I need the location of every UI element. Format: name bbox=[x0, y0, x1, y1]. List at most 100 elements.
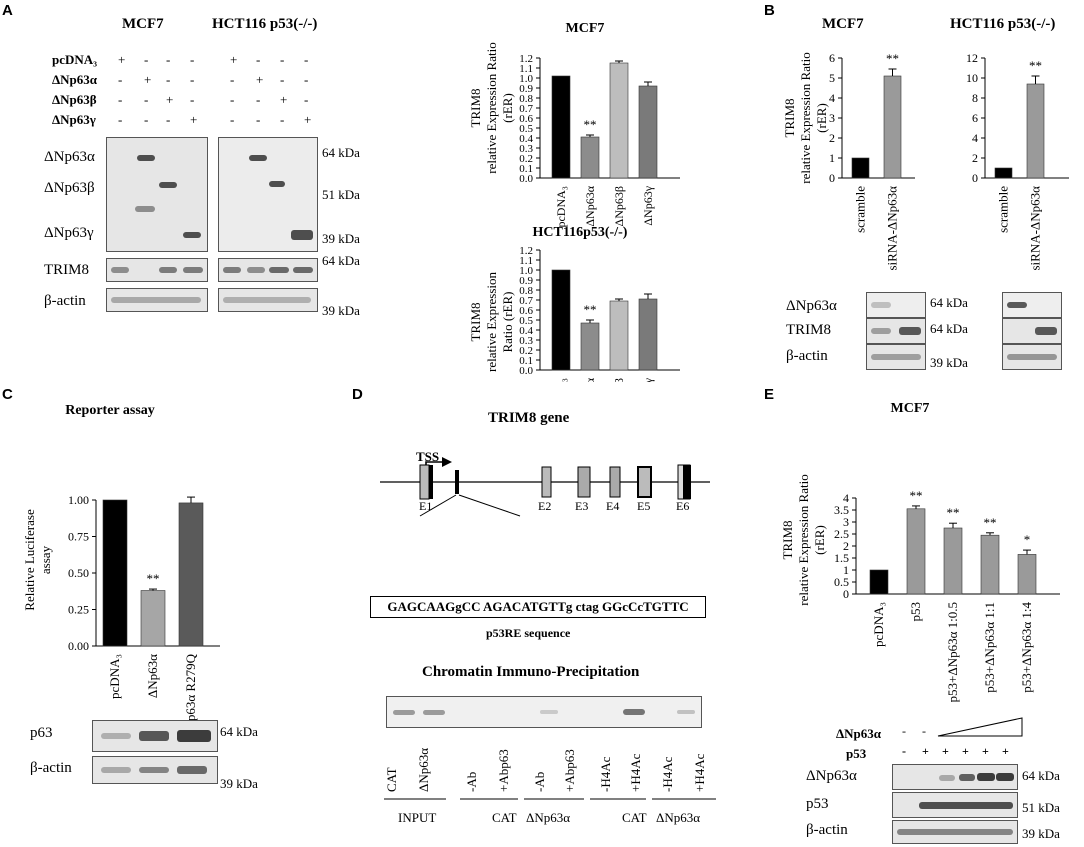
cell-line-mcf7: MCF7 bbox=[122, 16, 164, 32]
b-blot-label-actin: β-actin bbox=[786, 348, 828, 364]
sign-cell: - bbox=[280, 52, 285, 67]
cell-line-hct116: HCT116 p53(-/-) bbox=[212, 16, 318, 32]
d-chip-title: Chromatin Immuno-Precipitation bbox=[422, 664, 640, 680]
sign-cell: - bbox=[166, 52, 171, 67]
sign-cell: - bbox=[118, 72, 123, 87]
panel-label-e: E bbox=[764, 386, 775, 403]
bar bbox=[943, 527, 963, 595]
y-axis-label: relative Expression Ratio bbox=[798, 52, 813, 183]
d-lane-label: -H4Ac bbox=[660, 756, 675, 792]
bar bbox=[609, 300, 629, 371]
d-group-dnp63-2: ΔNp63α bbox=[656, 810, 701, 825]
bar bbox=[551, 75, 571, 179]
sign-cell: + bbox=[166, 92, 174, 107]
d-zoom-lines bbox=[419, 494, 521, 517]
d-exon-e6: E6 bbox=[676, 499, 690, 513]
blot-label-dnp63g: ΔNp63γ bbox=[44, 225, 94, 241]
bar bbox=[638, 298, 658, 371]
bar bbox=[980, 534, 1000, 595]
y-tick-label: 4 bbox=[829, 91, 835, 105]
blot-hct-dnp63 bbox=[218, 137, 318, 252]
chart-title: HCT116p53(-/-) bbox=[533, 225, 628, 240]
y-tick-label: 0.8 bbox=[519, 285, 533, 297]
y-tick-label: 0.9 bbox=[519, 83, 533, 95]
c-blot-label-p63: p63 bbox=[30, 725, 53, 741]
d-group-cat-1: CAT bbox=[492, 810, 517, 825]
y-tick-label: 6 bbox=[829, 51, 835, 65]
b-blot-label-trim8: TRIM8 bbox=[786, 322, 831, 338]
category-label: ΔNp63α bbox=[583, 377, 597, 382]
y-tick-label: 0.1 bbox=[519, 355, 533, 367]
y-tick-label: 0.7 bbox=[519, 103, 533, 115]
b-blot-mcf7-trim8 bbox=[866, 318, 926, 344]
panel-label-d: D bbox=[352, 386, 363, 403]
y-tick-label: 0.75 bbox=[68, 530, 89, 544]
y-tick-label: 0.00 bbox=[68, 639, 89, 653]
bar bbox=[994, 167, 1013, 179]
y-axis-label: TRIM8 bbox=[468, 89, 483, 128]
y-axis-label: (rER) bbox=[812, 525, 827, 555]
row-label-pcdna3: pcDNA₃ bbox=[52, 52, 98, 67]
bar bbox=[906, 508, 926, 595]
d-chip-gel bbox=[386, 696, 702, 728]
b-blot-mcf7-actin bbox=[866, 344, 926, 370]
sign-cell: - bbox=[256, 112, 261, 127]
c-blot-p63 bbox=[92, 720, 218, 752]
y-tick-label: 0.2 bbox=[519, 153, 533, 165]
category-label: siRNA-ΔNp63α bbox=[885, 186, 900, 271]
bar bbox=[1017, 554, 1037, 595]
d-gene-diagram bbox=[380, 457, 710, 500]
blot-label-actin: β-actin bbox=[44, 293, 86, 309]
category-label: ΔNp63α bbox=[583, 185, 597, 226]
category-label: p53+ΔNp63α 1:4 bbox=[1019, 602, 1034, 693]
category-label: p53+ΔNp63α 1:1 bbox=[982, 602, 997, 693]
b-blot-mcf7-dnp63 bbox=[866, 292, 926, 318]
b-blot-hct-trim8 bbox=[1002, 318, 1062, 344]
d-lane-label: +Abp63 bbox=[562, 749, 577, 792]
y-tick-label: 1 bbox=[829, 151, 835, 165]
e-marker-39: 39 kDa bbox=[1022, 826, 1060, 841]
b-blot-label-dnp63: ΔNp63α bbox=[786, 298, 837, 314]
y-tick-label: 0.6 bbox=[519, 113, 533, 125]
sign-cell: + bbox=[280, 92, 288, 107]
y-axis-label: Ratio (rER) bbox=[500, 291, 515, 352]
d-lane-label: CAT bbox=[384, 767, 399, 792]
y-tick-label: 0.0 bbox=[519, 173, 533, 185]
bar bbox=[638, 85, 658, 179]
y-tick-label: 1.5 bbox=[834, 551, 849, 565]
blot-hct-actin bbox=[218, 288, 318, 312]
sign-cell: - bbox=[304, 92, 309, 107]
chart-a-hct116: HCT116p53(-/-)0.00.10.20.30.40.50.60.70.… bbox=[468, 225, 680, 382]
y-tick-label: 0.9 bbox=[519, 275, 533, 287]
significance-marker: ** bbox=[147, 571, 160, 586]
chart-a-mcf7: MCF7 0.00.10.20.30.40.50.60.70.80.91.01.1… bbox=[468, 21, 680, 228]
sign-cell: - bbox=[144, 92, 149, 107]
y-tick-label: 0 bbox=[972, 171, 978, 185]
d-group-input: INPUT bbox=[398, 810, 437, 825]
significance-marker: ** bbox=[584, 117, 597, 132]
b-blot-hct-actin bbox=[1002, 344, 1062, 370]
y-tick-label: 1.2 bbox=[519, 53, 533, 65]
e-p53-sign: + bbox=[962, 744, 969, 758]
bar bbox=[851, 157, 870, 179]
d-lane-label: -H4Ac bbox=[598, 756, 613, 792]
b-title-mcf7: MCF7 bbox=[822, 16, 864, 32]
y-tick-label: 0.50 bbox=[68, 566, 89, 580]
y-tick-label: 0.5 bbox=[519, 123, 533, 135]
sign-cell: + bbox=[304, 112, 312, 127]
d-lane-label: +H4Ac bbox=[692, 753, 707, 792]
y-tick-label: 0.2 bbox=[519, 345, 533, 357]
bar bbox=[869, 569, 889, 595]
d-group-cat-2: CAT bbox=[622, 810, 647, 825]
chart-c-reporter: Reporter assay 0.00 0.25 0.50 0.75 1.00 Relati… bbox=[22, 403, 220, 722]
sign-cell: - bbox=[166, 72, 171, 87]
y-tick-label: 0.8 bbox=[519, 93, 533, 105]
d-lane-label: -Ab bbox=[464, 771, 479, 792]
category-label: ΔNp63β bbox=[612, 378, 626, 382]
bar bbox=[883, 75, 902, 179]
category-label: ΔNp63α bbox=[145, 654, 160, 698]
sign-cell: - bbox=[256, 52, 261, 67]
e-p53-sign: + bbox=[1002, 744, 1009, 758]
y-axis-label: Relative Luciferase bbox=[22, 509, 37, 611]
y-tick-label: 0 bbox=[829, 171, 835, 185]
